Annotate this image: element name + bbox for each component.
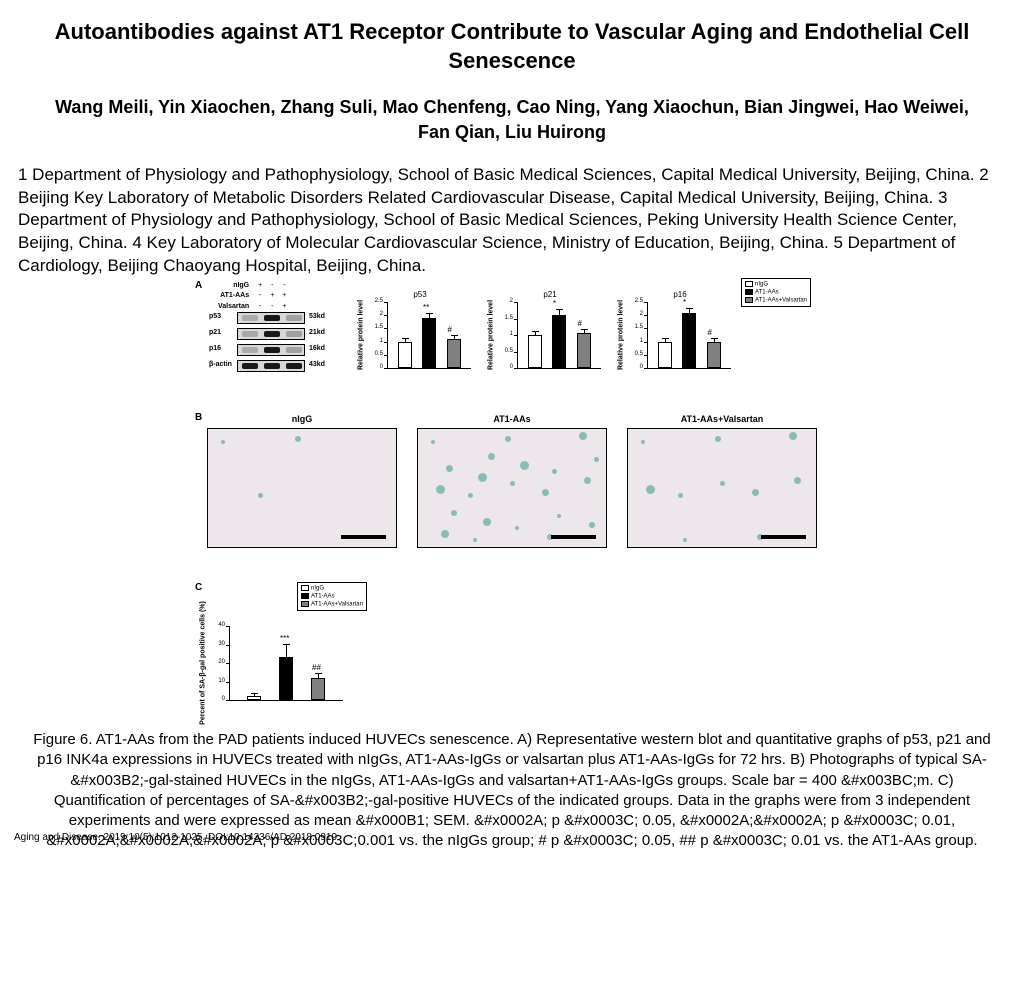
paper-title: Autoantibodies against AT1 Receptor Cont… [0,0,1024,85]
citation: Aging and Disease. 2019;10(5):1012-1025.… [14,832,337,843]
panel-label-b: B [195,412,202,423]
paper-authors: Wang Meili, Yin Xiaochen, Zhang Suli, Ma… [0,85,1024,159]
panel-label-a: A [195,280,202,291]
figure-6: A nIgG+--AT1-AAs-++Valsartan--+ p5353kdp… [195,282,829,722]
paper-affiliations: 1 Department of Physiology and Pathophys… [0,160,1024,289]
panel-label-c: C [195,582,202,593]
panel-c-chart: nIgGAT1-AAsAT1-AAs+ValsartanPercent of S… [207,582,427,712]
blot-treatment-table: nIgG+--AT1-AAs-++Valsartan--+ [213,280,291,313]
panel-a-charts: p53Relative protein level00.511.522.5**#… [365,282,825,382]
panel-b-micrographs: nIgGAT1-AAsAT1-AAs+Valsartan [207,428,827,568]
